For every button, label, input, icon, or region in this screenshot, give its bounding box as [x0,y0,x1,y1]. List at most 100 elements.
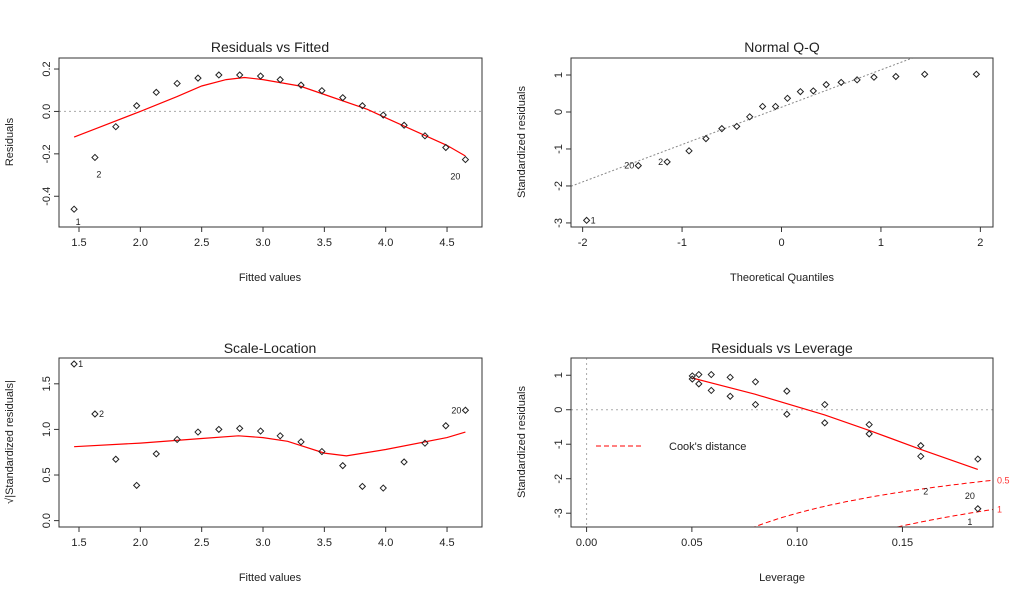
data-point [400,121,408,129]
data-point [821,400,829,409]
plot-area: 1 20 2 -2 -1 0 1 2 -3 -2 -1 0 1 [553,57,994,249]
data-point [974,455,982,463]
data-point [70,205,78,213]
data-point [297,438,305,446]
qq-reference-line [571,58,914,187]
y-tick-label: 1 [553,372,565,378]
data-point [685,147,693,155]
x-axis-label: Theoretical Quantiles [730,272,834,284]
data-point [442,143,450,152]
data-point [974,505,982,513]
data-point [733,122,741,131]
point-label: 2 [99,409,104,419]
chart-title: Scale-Location [224,340,317,356]
data-point [695,380,703,388]
data-point [702,134,710,143]
point-label: 2 [658,157,663,167]
data-point [809,87,818,95]
panel-residuals-vs-leverage: Residuals vs Leverage Leverage Standardi… [516,340,1010,584]
data-point [358,102,367,110]
data-point [783,387,791,395]
x-tick-label: 0.15 [892,537,913,549]
data-point [421,132,429,140]
x-tick-label: 0.10 [786,537,807,549]
point-label: 1 [591,215,596,225]
data-point [297,81,305,89]
y-tick-label: -0.2 [41,144,53,163]
data-point [173,79,181,88]
plot-content [571,58,914,187]
data-point [318,447,326,456]
chart-title: Residuals vs Fitted [211,39,329,55]
y-tick-label: 1.0 [41,422,53,437]
y-tick-label: 1 [553,72,565,78]
data-point [112,455,120,463]
panel-scale-location: Scale-Location Fitted values √|Standardi… [4,340,483,584]
cooks-distance-contour [752,479,993,527]
data-point [695,370,703,379]
data-point [796,87,805,96]
panel-normal-qq: Normal Q-Q Theoretical Quantiles Standar… [516,39,994,284]
plot-frame [570,357,994,528]
data-point [917,441,925,450]
x-tick-label: 4.0 [378,537,393,549]
y-tick-label: -2 [553,181,565,191]
data-point [339,93,347,102]
x-tick-label: 3.0 [255,537,270,549]
data-point [920,70,929,78]
y-tick-label: 0 [553,407,565,413]
plot-area: 1 2 20 1.5 2.0 2.5 3.0 3.5 4.0 4.5 0.0 0.5 1.0 1.5 [41,357,483,549]
data-point [70,360,78,368]
data-point [751,400,760,409]
data-point [235,424,244,433]
data-point [634,161,643,170]
data-point [152,450,160,458]
data-point [112,122,120,131]
x-tick-label: 1 [878,237,884,249]
x-tick-label: -2 [578,237,588,249]
x-tick-label: 2.0 [133,237,148,249]
x-tick-label: 0.00 [576,537,597,549]
data-point [688,375,697,383]
y-tick-label: -0.4 [41,187,53,206]
plot-area: 0.5 1 2 20 1 Cook's distance 0.00 0.05 0.10 0.15 -… [553,357,1010,549]
data-point [256,72,265,80]
data-point [783,94,792,103]
chart-title: Residuals vs Leverage [711,340,853,356]
x-axis-label: Leverage [759,572,805,584]
cooks-distance-contour [894,509,993,527]
data-point [783,410,791,418]
plot-frame [58,57,483,228]
x-tick-label: 2.0 [133,537,148,549]
data-point [173,435,181,444]
x-tick-label: 0 [778,237,784,249]
plot-content [571,358,993,527]
data-point [718,124,726,133]
data-point [339,461,347,470]
data-point [707,370,715,379]
y-tick-label: 0.2 [41,61,53,76]
y-tick-label: 0.5 [41,467,53,482]
x-axis-label: Fitted values [239,272,302,284]
data-point [707,386,715,395]
data-point [379,111,387,119]
y-axis-label: Standardized residuals [516,86,528,198]
x-tick-label: 4.5 [439,237,454,249]
point-label: 1 [78,359,83,369]
data-point [132,481,141,490]
x-tick-label: 4.0 [378,237,393,249]
smooth-line [73,76,466,157]
cooks-level-label: 0.5 [997,475,1010,485]
data-point [421,439,429,447]
point-label: 20 [451,405,461,415]
data-point [215,425,223,434]
point-label: 1 [967,517,972,527]
data-point [152,88,160,97]
x-tick-label: -1 [677,237,687,249]
plot-content [74,431,466,457]
chart-title: Normal Q-Q [744,39,820,55]
x-tick-label: 3.5 [317,237,332,249]
data-point [318,86,326,95]
y-tick-label: -1 [553,439,565,449]
